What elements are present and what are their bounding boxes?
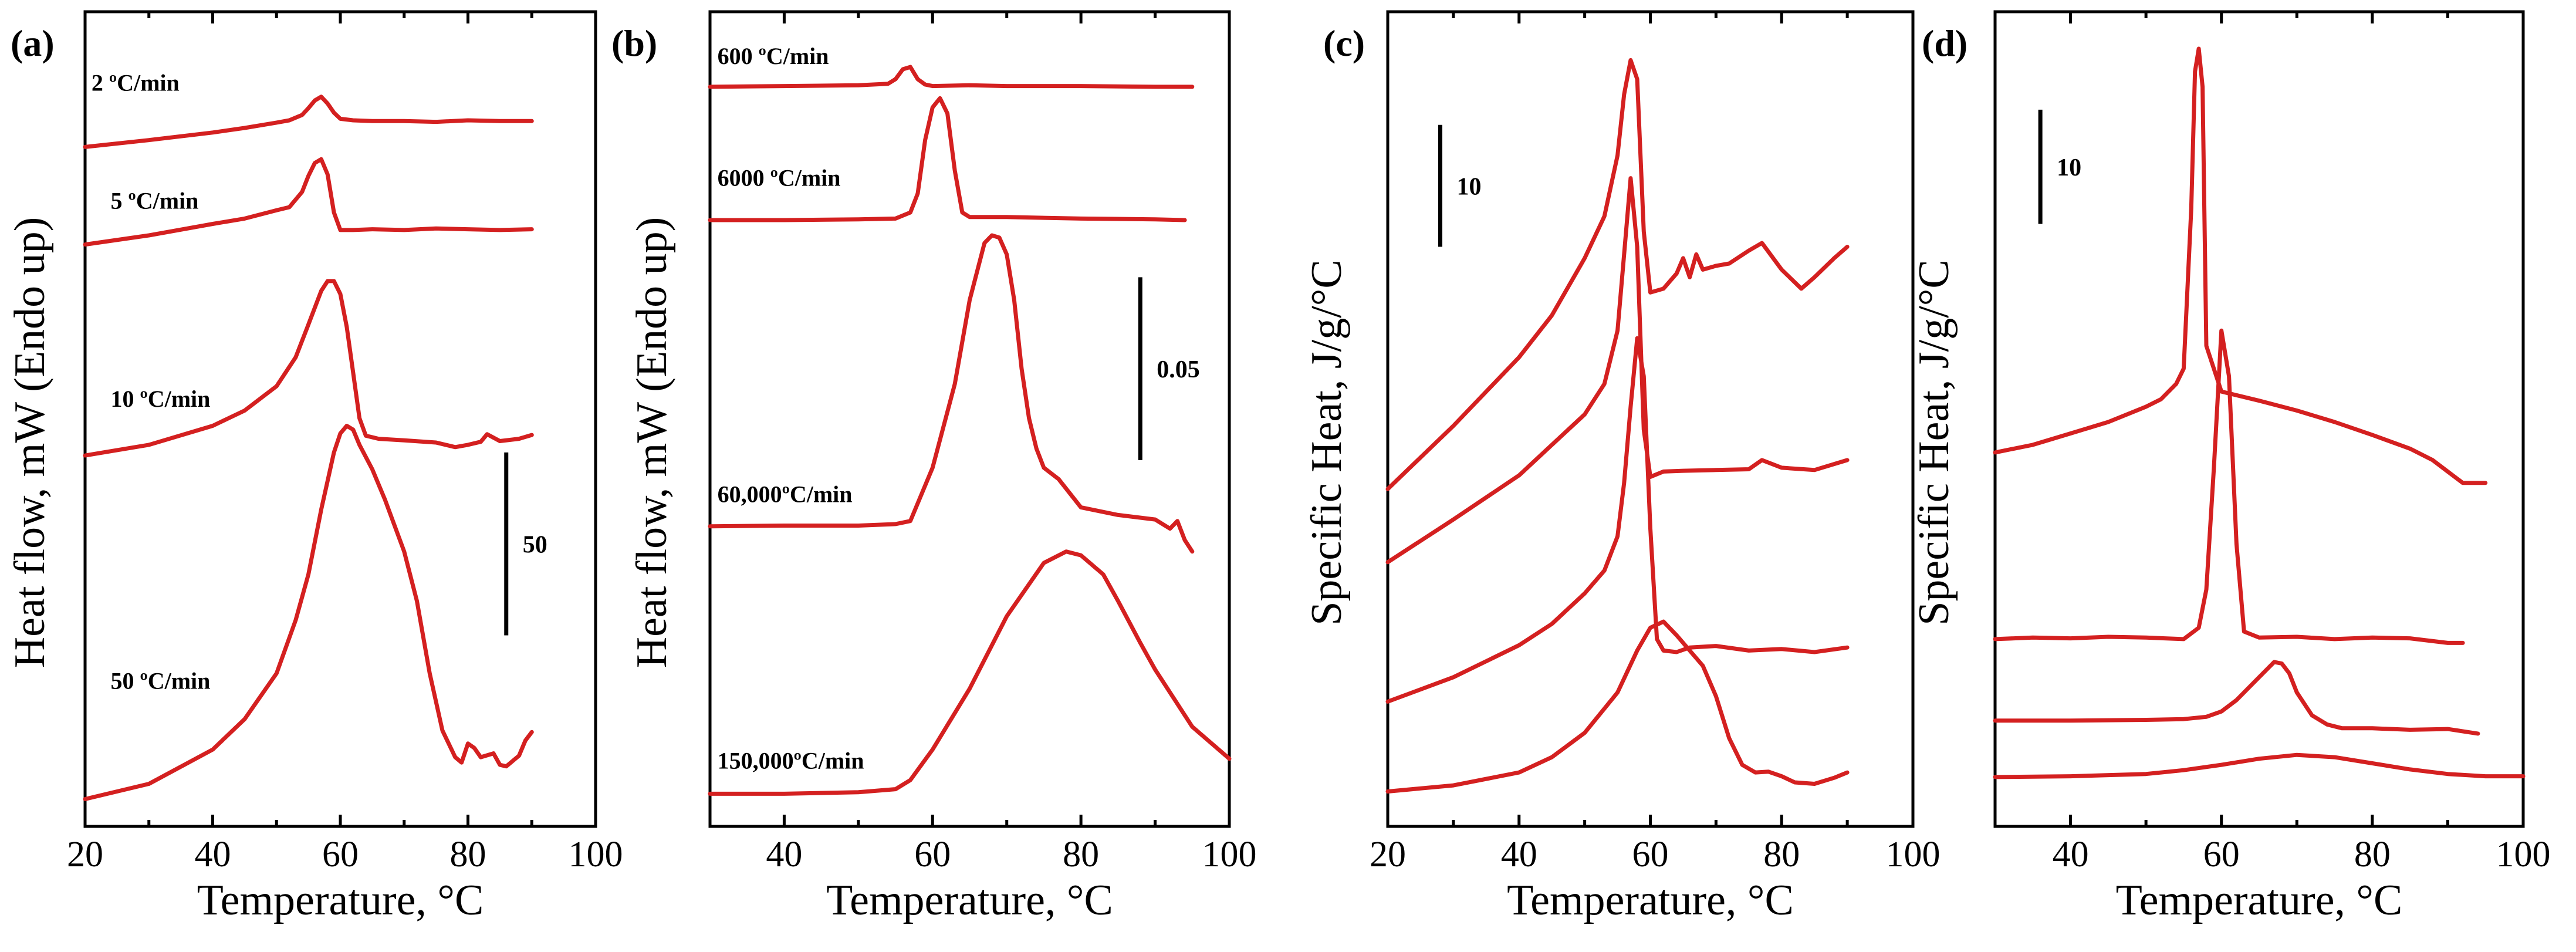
- series-label: 60,000ºC/min: [718, 481, 853, 507]
- x-axis-title: Temperature, °C: [1507, 876, 1794, 924]
- x-tick-label: 20: [1370, 835, 1406, 875]
- series-line-1: [83, 94, 534, 149]
- series-line-4: [83, 424, 534, 801]
- panel-label: (b): [611, 22, 657, 64]
- series-line-2: [708, 96, 1187, 222]
- plots-layer: 20 40 60 80 100 Temperature, °C Heat flow, mW …: [6, 10, 2551, 924]
- series-line-1: [1385, 58, 1850, 491]
- y-axis-title: Specific Heat, J/g/°C: [1910, 259, 1958, 626]
- x-axis-title: Temperature, °C: [2116, 876, 2403, 924]
- series-label: 2 ºC/min: [92, 69, 180, 96]
- series-line-4: [708, 549, 1232, 796]
- x-axis-title: Temperature, °C: [826, 876, 1113, 924]
- plot-frame: [708, 10, 1231, 828]
- series-line-1: [708, 65, 1195, 89]
- series-line-1: [1993, 46, 2488, 485]
- panel-label: (d): [1922, 22, 1968, 64]
- x-axis-title: Temperature, °C: [197, 876, 484, 924]
- x-tick-label: 40: [1501, 835, 1537, 875]
- plot-frame: [1993, 10, 2525, 828]
- scale-bar-label: 0.05: [1157, 356, 1200, 383]
- panel-label: (a): [11, 22, 55, 64]
- x-tick-label: 60: [322, 835, 359, 875]
- panel-2: 40 60 80 100 Temperature, °C Heat flow, mW (E…: [611, 10, 1257, 924]
- x-tick-label: 80: [2354, 835, 2391, 875]
- series-line-4: [1385, 619, 1850, 794]
- x-tick-label: 60: [914, 835, 951, 875]
- series-line-3: [83, 279, 534, 458]
- y-axis-title: Heat flow, mW (Endo up): [628, 217, 676, 669]
- x-tick-label: 100: [1202, 835, 1257, 875]
- series-label: 10 ºC/min: [111, 386, 211, 412]
- scale-bar-label: 10: [1457, 174, 1482, 201]
- series-label: 150,000ºC/min: [718, 748, 864, 774]
- x-tick-label: 100: [569, 835, 623, 875]
- series-line-4: [1993, 752, 2526, 779]
- series-line-3: [1993, 660, 2480, 736]
- x-tick-label: 100: [1886, 835, 1941, 875]
- panel-label: (c): [1323, 22, 1365, 64]
- series-label: 5 ºC/min: [111, 188, 199, 214]
- scale-bar-label: 10: [2057, 154, 2081, 181]
- series-line-3: [708, 233, 1195, 554]
- series-line-2: [1993, 328, 2465, 645]
- panel-4: 40 60 80 100 Temperature, °C Specific Heat, J…: [1910, 10, 2551, 924]
- x-tick-label: 80: [450, 835, 486, 875]
- series-line-3: [1385, 336, 1850, 704]
- x-tick-label: 100: [2496, 835, 2551, 875]
- panel-3: 20 40 60 80 100 Temperature, °C Specific Heat,…: [1303, 10, 1941, 924]
- scale-bar-label: 50: [523, 532, 547, 559]
- x-tick-label: 60: [2203, 835, 2240, 875]
- x-tick-label: 40: [766, 835, 802, 875]
- series-line-2: [83, 157, 534, 247]
- series-label: 600 ºC/min: [718, 43, 829, 69]
- series-label: 6000 ºC/min: [718, 165, 841, 191]
- x-tick-label: 40: [195, 835, 231, 875]
- x-tick-label: 80: [1063, 835, 1099, 875]
- x-tick-label: 40: [2053, 835, 2089, 875]
- x-tick-label: 80: [1763, 835, 1800, 875]
- y-axis-title: Specific Heat, J/g/°C: [1303, 259, 1351, 626]
- x-tick-label: 20: [67, 835, 103, 875]
- y-axis-title: Heat flow, mW (Endo up): [6, 217, 54, 669]
- series-label: 50 ºC/min: [111, 667, 211, 694]
- panel-1: 20 40 60 80 100 Temperature, °C Heat flow, mW …: [6, 10, 623, 924]
- series-line-2: [1385, 176, 1850, 565]
- x-tick-label: 60: [1632, 835, 1669, 875]
